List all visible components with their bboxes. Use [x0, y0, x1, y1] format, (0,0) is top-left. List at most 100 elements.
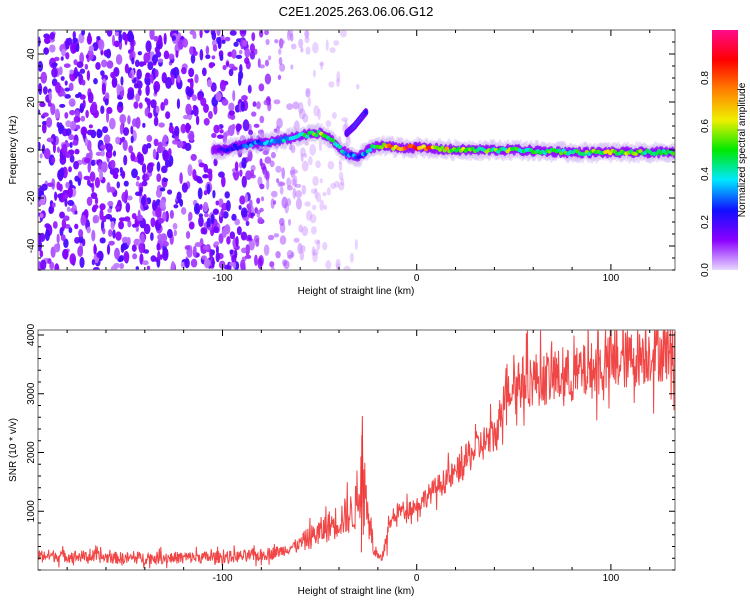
- noise-speckle: [91, 101, 98, 114]
- noise-speckle: [215, 200, 219, 206]
- noise-speckle: [325, 39, 329, 52]
- noise-speckle: [55, 81, 61, 94]
- noise-speckle: [156, 44, 161, 49]
- noise-speckle: [48, 91, 52, 101]
- noise-speckle: [106, 60, 114, 69]
- noise-speckle: [295, 190, 303, 199]
- noise-speckle: [102, 126, 109, 134]
- noise-speckle: [63, 215, 70, 222]
- noise-speckle: [134, 59, 140, 68]
- noise-speckle: [203, 117, 210, 126]
- noise-speckle: [100, 59, 108, 68]
- ridge-point: [367, 148, 373, 153]
- noise-speckle: [305, 88, 311, 94]
- noise-speckle: [269, 160, 275, 168]
- noise-speckle: [127, 220, 132, 228]
- noise-speckle: [240, 259, 246, 270]
- noise-speckle: [197, 187, 203, 200]
- noise-speckle: [304, 141, 310, 146]
- noise-speckle: [293, 237, 300, 243]
- noise-speckle: [206, 183, 211, 195]
- noise-speckle: [221, 175, 226, 188]
- noise-speckle: [152, 199, 157, 212]
- noise-speckle: [40, 71, 48, 84]
- noise-speckle: [331, 112, 337, 119]
- noise-speckle: [259, 115, 265, 124]
- noise-speckle: [205, 54, 211, 59]
- noise-speckle: [206, 79, 213, 88]
- noise-speckle: [141, 180, 148, 187]
- noise-speckle: [216, 30, 221, 37]
- noise-speckle: [120, 76, 124, 86]
- noise-speckle: [231, 66, 238, 71]
- noise-speckle: [341, 117, 349, 122]
- noise-speckle: [87, 92, 94, 104]
- noise-speckle: [167, 189, 173, 195]
- ridge-point: [230, 147, 235, 152]
- noise-speckle: [99, 203, 106, 211]
- noise-speckle: [166, 228, 173, 239]
- noise-speckle: [206, 217, 211, 230]
- noise-speckle: [259, 183, 265, 190]
- noise-speckle: [229, 114, 236, 120]
- noise-speckle: [179, 172, 183, 185]
- noise-speckle: [103, 49, 110, 57]
- colorbar: 0.0 0.2 0.4 0.6 0.8 Normalized spectral ampl…: [700, 30, 748, 277]
- noise-speckle: [61, 143, 68, 156]
- noise-speckle: [313, 105, 320, 117]
- noise-speckle: [157, 34, 163, 47]
- noise-speckle: [217, 36, 222, 48]
- noise-speckle: [146, 265, 151, 270]
- noise-speckle: [248, 199, 253, 208]
- noise-speckle: [173, 125, 180, 137]
- noise-speckle: [110, 71, 116, 79]
- noise-speckle: [219, 79, 226, 92]
- noise-speckle: [52, 142, 56, 154]
- noise-speckle: [102, 227, 106, 235]
- noise-speckle: [234, 218, 240, 226]
- noise-speckle: [270, 266, 275, 270]
- noise-speckle: [219, 54, 224, 61]
- noise-speckle: [76, 61, 84, 68]
- noise-speckle: [322, 191, 327, 197]
- noise-speckle: [213, 158, 218, 167]
- noise-speckle: [181, 207, 187, 215]
- noise-speckle: [51, 157, 56, 164]
- noise-speckle: [310, 226, 317, 235]
- noise-speckle: [255, 209, 262, 215]
- noise-speckle: [336, 71, 341, 83]
- noise-speckle: [180, 261, 186, 269]
- noise-speckle: [314, 187, 318, 199]
- noise-speckle: [135, 181, 140, 187]
- noise-speckle: [213, 226, 220, 234]
- noise-speckle: [315, 160, 321, 169]
- noise-speckle: [245, 220, 250, 227]
- noise-speckle: [193, 105, 199, 117]
- noise-speckle: [69, 69, 74, 75]
- noise-speckle: [39, 213, 44, 219]
- noise-speckle: [228, 68, 234, 77]
- noise-speckle: [290, 144, 296, 154]
- noise-speckle: [69, 120, 77, 131]
- noise-speckle: [86, 34, 93, 45]
- noise-speckle: [80, 214, 87, 226]
- noise-speckle: [130, 125, 134, 135]
- noise-speckle: [79, 256, 85, 269]
- noise-speckle: [143, 249, 150, 254]
- noise-speckle: [153, 116, 159, 127]
- noise-speckle: [305, 46, 311, 55]
- spectrogram-ytick-label: -40: [26, 238, 37, 253]
- noise-speckle: [157, 217, 165, 224]
- noise-speckle: [110, 265, 118, 270]
- noise-speckle: [208, 111, 213, 120]
- noise-speckle: [99, 209, 104, 221]
- noise-speckle: [78, 229, 84, 238]
- noise-speckle: [224, 224, 231, 235]
- snr-frame: [37, 329, 676, 571]
- noise-speckle: [54, 263, 60, 270]
- noise-speckle: [355, 83, 360, 90]
- noise-speckle: [68, 134, 75, 141]
- noise-speckle: [203, 190, 208, 196]
- noise-speckle: [96, 252, 103, 258]
- noise-speckle: [87, 49, 94, 61]
